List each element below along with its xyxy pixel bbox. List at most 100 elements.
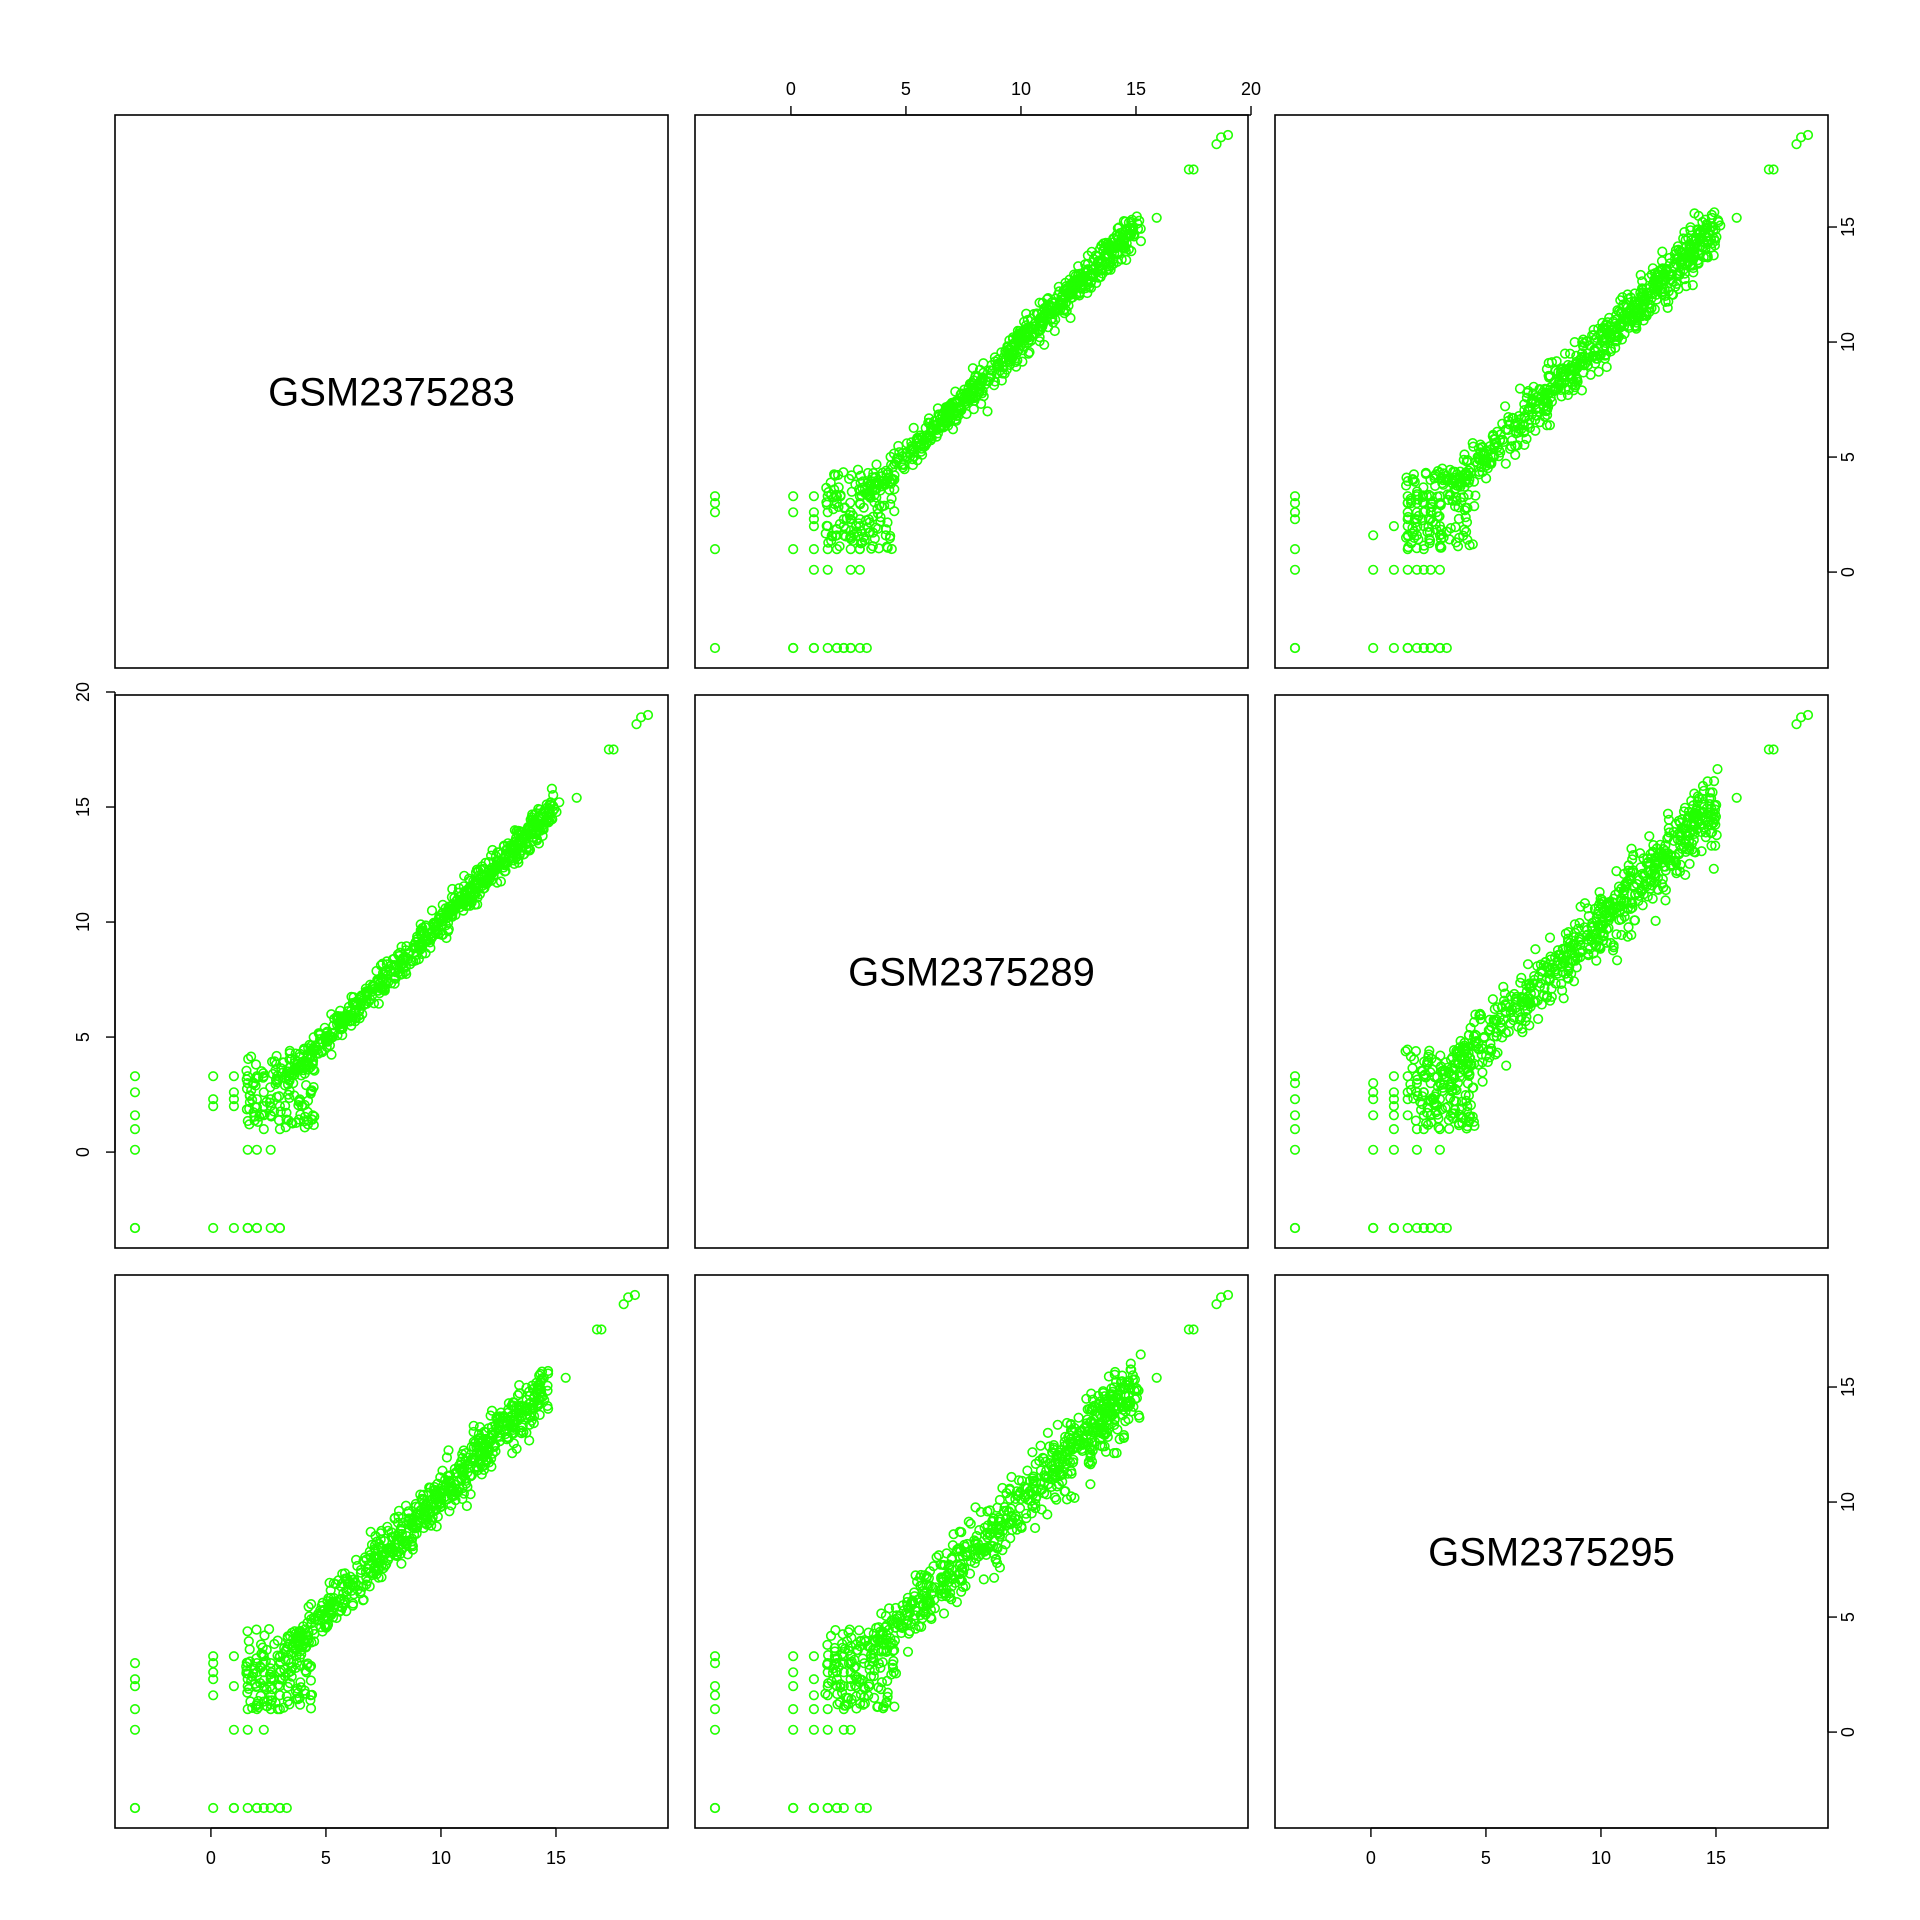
data-point — [1524, 960, 1533, 969]
data-point — [789, 1668, 798, 1677]
data-point — [810, 492, 819, 501]
data-point — [1390, 522, 1399, 531]
data-point — [252, 1060, 261, 1069]
data-point — [230, 1726, 239, 1735]
data-point — [253, 1224, 262, 1233]
data-point — [1685, 860, 1694, 869]
data-point — [230, 1072, 239, 1081]
data-point — [1053, 1421, 1062, 1430]
data-point — [990, 1574, 999, 1583]
data-point — [1403, 1072, 1412, 1081]
data-point — [445, 1507, 454, 1516]
data-point — [823, 545, 832, 554]
data-point — [1502, 459, 1511, 468]
data-point — [789, 1652, 798, 1661]
data-point — [1613, 956, 1622, 965]
data-point — [131, 1705, 140, 1714]
data-point — [904, 1648, 913, 1657]
data-point — [1732, 214, 1741, 223]
data-point — [209, 1804, 218, 1813]
data-point — [209, 1224, 218, 1233]
data-point — [1036, 1441, 1045, 1450]
data-point — [1412, 1116, 1421, 1125]
data-point — [276, 1224, 285, 1233]
data-point — [789, 644, 798, 653]
data-point — [230, 1682, 239, 1691]
data-point — [276, 1102, 285, 1111]
scatter-GSM2375295-vs-GSM2375283 — [131, 1291, 640, 1813]
data-point — [846, 566, 855, 575]
data-point — [711, 644, 720, 653]
data-point — [887, 494, 896, 503]
data-point — [131, 1146, 140, 1155]
panel-0-0: GSM2375283 — [115, 115, 668, 668]
data-point — [243, 1726, 252, 1735]
data-point — [1413, 1146, 1422, 1155]
data-point — [711, 508, 720, 517]
data-point — [243, 1804, 252, 1813]
panel-1-1: GSM2375289 — [695, 695, 1248, 1248]
data-point — [260, 1631, 269, 1640]
data-point — [1651, 917, 1660, 926]
data-point — [810, 644, 819, 653]
data-point — [1291, 644, 1300, 653]
data-point — [561, 1374, 570, 1383]
data-point — [307, 1676, 316, 1685]
data-point — [1369, 1111, 1378, 1120]
data-point — [266, 1146, 275, 1155]
data-point — [131, 1726, 140, 1735]
data-point — [395, 1507, 404, 1516]
tick-label: 0 — [73, 1147, 93, 1157]
data-point — [535, 1411, 544, 1420]
data-point — [1403, 566, 1412, 575]
tick-label: 10 — [1011, 79, 1031, 99]
data-point — [1732, 794, 1741, 803]
data-point — [1612, 867, 1621, 876]
data-point — [886, 500, 895, 509]
data-point — [970, 405, 979, 414]
data-point — [1661, 896, 1670, 905]
data-point — [1369, 1146, 1378, 1155]
data-point — [810, 1804, 819, 1813]
variable-label: GSM2375289 — [848, 951, 1095, 995]
scatter-GSM2375283-vs-GSM2375289 — [711, 131, 1233, 653]
data-point — [1531, 945, 1540, 954]
data-point — [1478, 1077, 1487, 1086]
data-point — [131, 1224, 140, 1233]
data-point — [1390, 1224, 1399, 1233]
data-point — [1291, 545, 1300, 554]
data-point — [1390, 1125, 1399, 1134]
data-point — [711, 545, 720, 554]
data-point — [1043, 1510, 1052, 1519]
data-point — [1403, 1224, 1412, 1233]
data-point — [872, 460, 881, 469]
data-point — [1369, 1224, 1378, 1233]
data-point — [1445, 1125, 1454, 1134]
data-point — [940, 1609, 949, 1618]
data-point — [789, 1726, 798, 1735]
data-point — [711, 1691, 720, 1700]
tick-label: 0 — [786, 79, 796, 99]
data-point — [230, 1652, 239, 1661]
tick-label: 10 — [73, 912, 93, 932]
tick-label: 5 — [73, 1032, 93, 1042]
data-point — [209, 1072, 218, 1081]
data-point — [810, 1705, 819, 1714]
data-point — [1291, 1111, 1300, 1120]
data-point — [243, 1627, 252, 1636]
data-point — [1390, 566, 1399, 575]
data-point — [243, 1146, 252, 1155]
data-point — [131, 1088, 140, 1097]
data-point — [823, 566, 832, 575]
data-point — [711, 1726, 720, 1735]
data-point — [260, 1088, 269, 1097]
data-point — [253, 1146, 262, 1155]
data-point — [245, 1645, 254, 1654]
data-point — [1713, 765, 1722, 774]
data-point — [1291, 566, 1300, 575]
data-point — [1602, 363, 1611, 372]
data-point — [1390, 1072, 1399, 1081]
data-point — [711, 1804, 720, 1813]
data-point — [1086, 1480, 1095, 1489]
